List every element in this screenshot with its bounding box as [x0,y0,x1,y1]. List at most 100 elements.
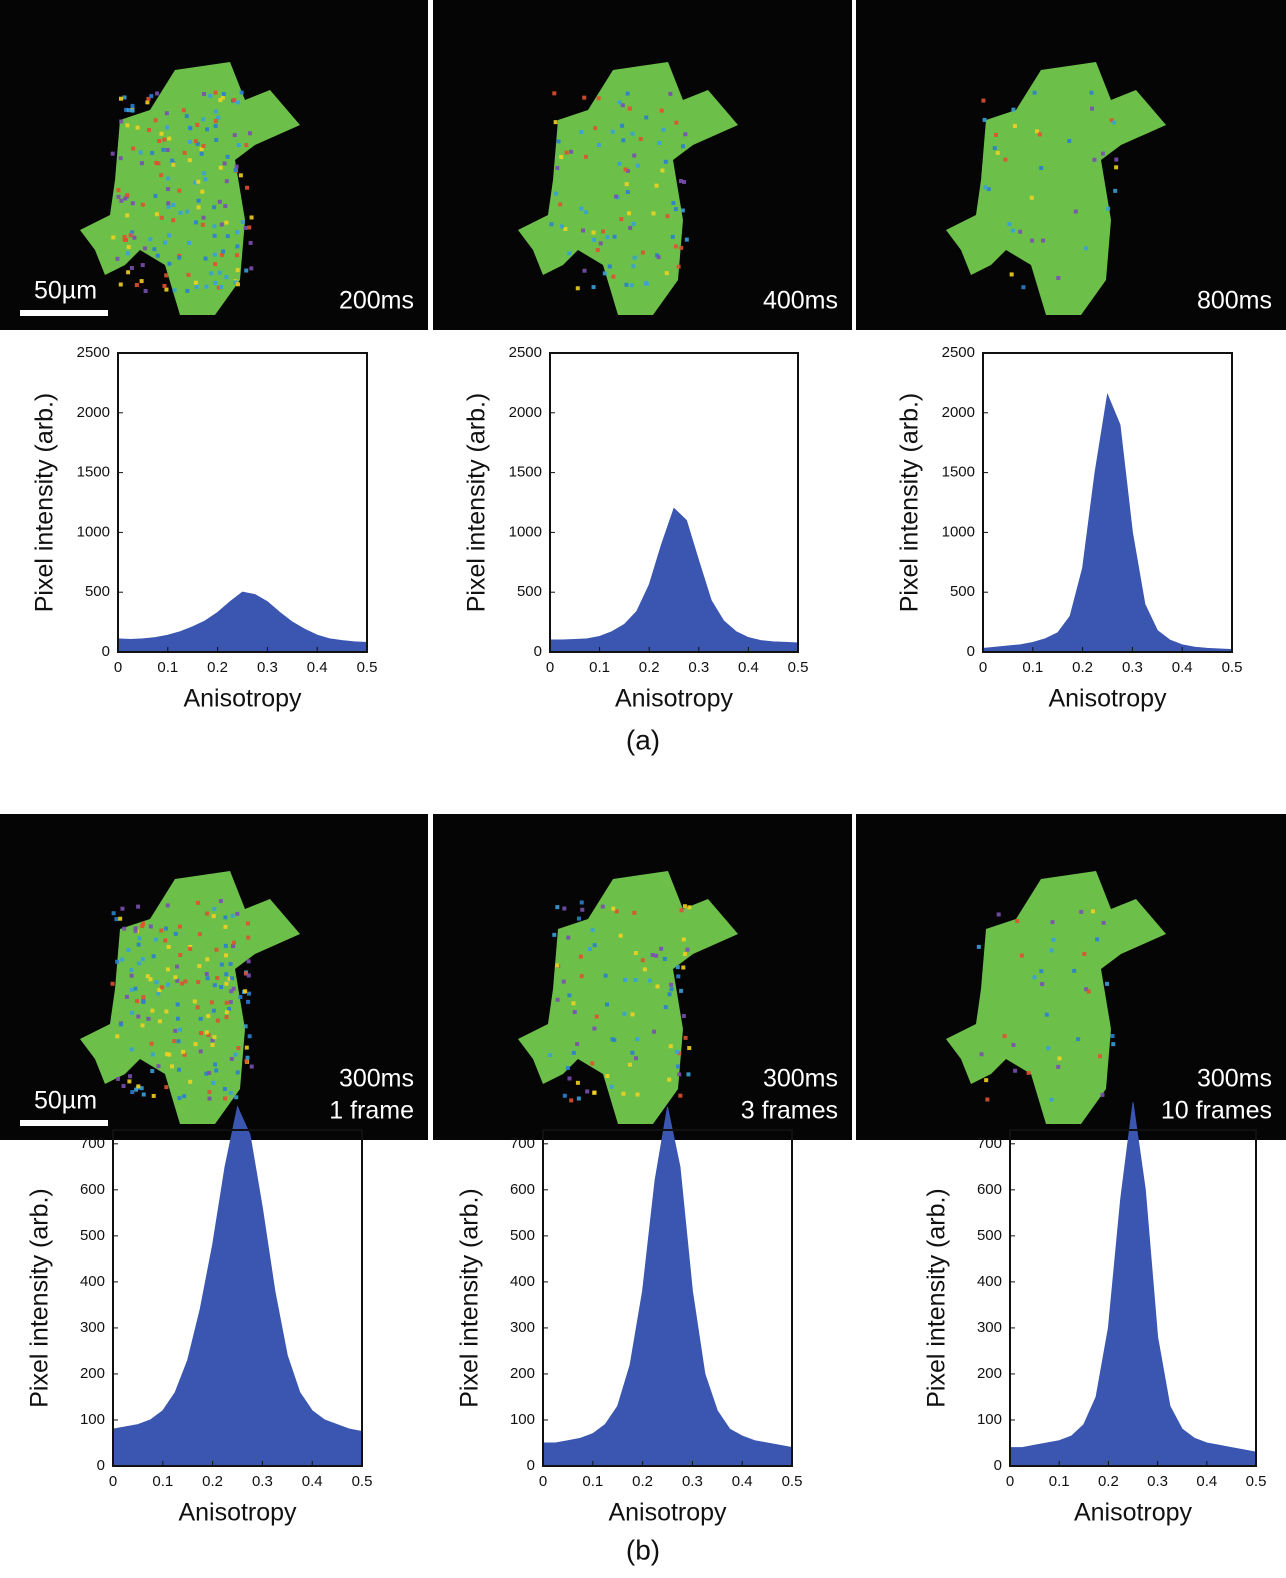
cell-speck [196,205,201,210]
cell-speck [566,935,571,940]
cell-speck [559,224,564,229]
x-tick-label: 0.2 [1098,1473,1119,1490]
x-tick-label: 0.3 [252,1473,273,1490]
cell-speck [208,271,213,276]
cell-speck [215,1018,220,1023]
cell-speck [224,275,229,280]
y-tick-label: 1000 [942,523,975,540]
cell-speck [139,279,144,284]
cell-speck [130,1010,135,1015]
cell [946,62,1166,315]
cell-speck [984,1078,989,1083]
cell-speck [205,957,210,962]
cell-speck [194,284,199,289]
y-tick-label: 700 [80,1135,105,1152]
cell-speck [139,1086,144,1091]
cell-speck [178,1027,183,1032]
chart: 0 0.1 0.2 0.3 0.4 0.5 0 500 1000 1500 2000 2500 Anis… [31,344,378,713]
cell-speck [149,94,154,99]
cell-speck [164,287,169,292]
cell-speck [118,916,123,921]
y-tick-label: 0 [534,643,542,660]
image-label: 200ms [339,287,414,315]
cell-speck [137,936,142,941]
cell-speck [221,92,226,97]
cell-speck [238,173,243,178]
x-tick-label: 0.5 [788,659,809,676]
micrograph: 200ms 50µm [0,0,428,330]
cell-speck [175,1016,180,1021]
cell-speck [1073,209,1078,214]
cell-speck [681,144,686,149]
cell-speck [681,1013,686,1018]
cell-speck [630,1012,635,1017]
cell-speck [111,235,116,240]
cell-speck [172,288,177,293]
cell-speck [141,1092,146,1097]
x-tick-label: 0.3 [688,659,709,676]
cell-speck [159,928,164,933]
cell-speck [218,98,223,103]
cell-speck [238,995,243,1000]
cell-speck [163,926,168,931]
cell-speck [640,958,645,963]
cell-speck [146,96,151,101]
y-tick-label: 2500 [509,344,542,361]
y-tick-label: 500 [517,583,542,600]
cell-speck [976,944,981,949]
x-tick-label: 0.3 [257,659,278,676]
cell-speck [177,924,182,929]
cell-speck [676,974,681,979]
cell-speck [139,161,144,166]
cell-speck [604,1002,609,1007]
cell-speck [149,1041,154,1046]
cell-speck [115,256,120,261]
cell-speck [1002,1034,1007,1039]
x-tick-label: 0 [109,1473,117,1490]
cell-speck [193,1042,198,1047]
cell-speck [197,964,202,969]
cell-speck [243,971,248,976]
cell-speck [627,211,632,216]
y-tick-label: 700 [977,1135,1002,1152]
cell-speck [207,1096,212,1101]
cell-speck [662,956,667,961]
cell-speck [204,911,209,916]
y-axis-label: Pixel intensity (arb.) [463,393,491,613]
cell-speck [211,1080,216,1085]
cell-speck [167,136,172,141]
cell-speck [247,131,252,136]
cell-speck [228,1091,233,1096]
cell-speck [1109,118,1114,123]
cell-speck [133,929,138,934]
y-axis-label: Pixel intensity (arb.) [26,1188,54,1408]
cell-speck [633,1056,638,1061]
cell-speck [1113,188,1118,193]
cell-speck [592,1090,597,1095]
cell-speck [552,932,557,937]
image-label: 300ms [339,1065,414,1093]
cell-speck [185,209,190,214]
cell-speck [232,133,237,138]
cell-speck [654,183,659,188]
cell-speck [685,947,690,952]
cell-speck [1046,1046,1051,1051]
cell-speck [567,1076,572,1081]
cell-speck [153,118,158,123]
cell-speck [235,1070,240,1075]
cell-speck [193,139,198,144]
cell-speck [1089,90,1094,95]
x-tick-label: 0.1 [1049,1473,1070,1490]
cell-speck [198,1031,203,1036]
x-tick-label: 0.3 [1122,659,1143,676]
x-axis-label: Anisotropy [1074,1499,1193,1527]
cell-speck [632,255,637,260]
cell-speck [212,906,217,911]
cell-speck [140,924,145,929]
y-tick-label: 500 [510,1227,535,1244]
cell-speck [166,187,171,192]
cell-speck [219,962,224,967]
cell-speck [1051,937,1056,942]
cell-speck [562,906,567,911]
